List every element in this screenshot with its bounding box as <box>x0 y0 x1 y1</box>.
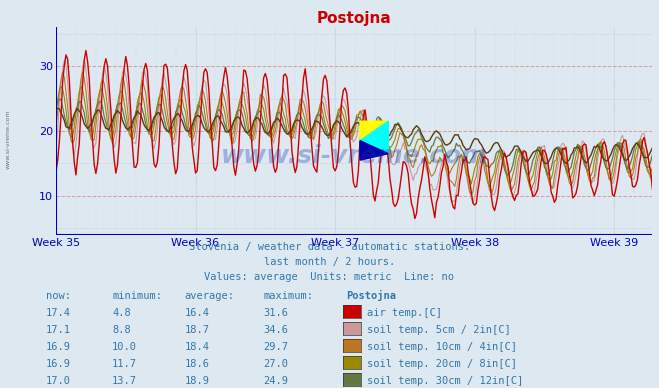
Text: 16.4: 16.4 <box>185 308 210 318</box>
Text: 18.9: 18.9 <box>185 376 210 386</box>
Text: last month / 2 hours.: last month / 2 hours. <box>264 257 395 267</box>
Text: soil temp. 20cm / 8in[C]: soil temp. 20cm / 8in[C] <box>367 359 517 369</box>
Text: 18.7: 18.7 <box>185 325 210 335</box>
Text: maximum:: maximum: <box>264 291 314 301</box>
Text: now:: now: <box>46 291 71 301</box>
Text: 16.9: 16.9 <box>46 342 71 352</box>
Text: 16.9: 16.9 <box>46 359 71 369</box>
Text: average:: average: <box>185 291 235 301</box>
Text: 27.0: 27.0 <box>264 359 289 369</box>
Text: 11.7: 11.7 <box>112 359 137 369</box>
Text: 4.8: 4.8 <box>112 308 130 318</box>
Text: 17.4: 17.4 <box>46 308 71 318</box>
Text: 31.6: 31.6 <box>264 308 289 318</box>
Text: Values: average  Units: metric  Line: no: Values: average Units: metric Line: no <box>204 272 455 282</box>
Text: www.si-vreme.com: www.si-vreme.com <box>221 144 488 168</box>
Text: 17.0: 17.0 <box>46 376 71 386</box>
Text: air temp.[C]: air temp.[C] <box>367 308 442 318</box>
Polygon shape <box>360 121 388 141</box>
Text: 29.7: 29.7 <box>264 342 289 352</box>
Polygon shape <box>360 121 388 154</box>
Text: 13.7: 13.7 <box>112 376 137 386</box>
Text: 10.0: 10.0 <box>112 342 137 352</box>
Text: 18.4: 18.4 <box>185 342 210 352</box>
Text: Postojna: Postojna <box>346 290 396 301</box>
Title: Postojna: Postojna <box>317 11 391 26</box>
Text: 34.6: 34.6 <box>264 325 289 335</box>
Polygon shape <box>360 141 388 160</box>
Text: www.si-vreme.com: www.si-vreme.com <box>5 110 11 170</box>
Text: soil temp. 5cm / 2in[C]: soil temp. 5cm / 2in[C] <box>367 325 511 335</box>
Text: soil temp. 10cm / 4in[C]: soil temp. 10cm / 4in[C] <box>367 342 517 352</box>
Text: soil temp. 30cm / 12in[C]: soil temp. 30cm / 12in[C] <box>367 376 523 386</box>
Text: 18.6: 18.6 <box>185 359 210 369</box>
Text: 24.9: 24.9 <box>264 376 289 386</box>
Text: minimum:: minimum: <box>112 291 162 301</box>
Text: Slovenia / weather data - automatic stations.: Slovenia / weather data - automatic stat… <box>189 242 470 252</box>
Text: 8.8: 8.8 <box>112 325 130 335</box>
Text: 17.1: 17.1 <box>46 325 71 335</box>
